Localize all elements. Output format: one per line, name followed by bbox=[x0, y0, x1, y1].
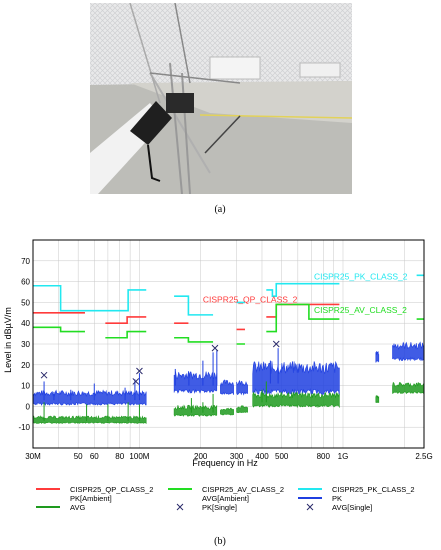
y-tick-label: 70 bbox=[21, 257, 30, 266]
x-tick-label: 100M bbox=[129, 452, 149, 461]
legend-item: PK bbox=[298, 494, 342, 503]
series-band bbox=[252, 391, 340, 409]
legend-item: AVG[Ambient] bbox=[202, 494, 249, 503]
emission-chart: -10 0 10 20 30 40 50 60 70 30M 50 60 80 100M 200 300 400… bbox=[3, 239, 433, 512]
caption-b: (b) bbox=[214, 536, 226, 547]
x-tick-label: 500 bbox=[275, 452, 289, 461]
y-axis-label: Level in dBµV/m bbox=[3, 307, 13, 373]
legend-item: AVG[Single] bbox=[306, 503, 372, 512]
caption-a: (a) bbox=[214, 204, 226, 215]
x-tick-label: 300 bbox=[230, 452, 244, 461]
y-tick-label: 20 bbox=[21, 361, 30, 370]
series-band bbox=[32, 414, 147, 424]
legend-item: PK[Ambient] bbox=[70, 494, 112, 503]
y-tick-label: 40 bbox=[21, 319, 30, 328]
legend-label: AVG[Single] bbox=[332, 503, 372, 512]
grid bbox=[32, 240, 424, 448]
series-band bbox=[375, 351, 380, 363]
limit-label: CISPR25_AV_CLASS_2 bbox=[314, 305, 407, 315]
series-band bbox=[236, 405, 248, 414]
series-band bbox=[173, 404, 218, 417]
series-band bbox=[375, 394, 380, 403]
legend-label: PK bbox=[332, 494, 342, 503]
legend-label: PK[Single] bbox=[202, 503, 237, 512]
series-band bbox=[392, 381, 425, 395]
marker-cross bbox=[132, 378, 140, 385]
legend-item: AVG bbox=[36, 503, 85, 512]
x-tick-label: 1G bbox=[338, 452, 349, 461]
x-tick-label: 30M bbox=[25, 452, 41, 461]
series-band bbox=[173, 370, 218, 394]
marker-cross bbox=[272, 340, 280, 348]
x-tick-label: 50 bbox=[74, 452, 83, 461]
limit-line bbox=[33, 303, 424, 345]
antenna-test-photo bbox=[90, 3, 352, 194]
series-band bbox=[220, 407, 234, 416]
y-tick-label: -10 bbox=[18, 423, 30, 432]
axis-ticks: -10 0 10 20 30 40 50 60 70 30M 50 60 80 100M 200 300 400… bbox=[18, 257, 432, 461]
legend-label: CISPR25_AV_CLASS_2 bbox=[202, 485, 284, 494]
limit-labels: CISPR25_PK_CLASS_2 CISPR25_QP_CLASS_2 CISP… bbox=[203, 272, 408, 315]
plot-frame bbox=[32, 239, 425, 449]
limit-label: CISPR25_PK_CLASS_2 bbox=[314, 272, 408, 282]
y-tick-label: 10 bbox=[21, 382, 30, 391]
limit-line bbox=[33, 274, 424, 316]
legend-item: CISPR25_AV_CLASS_2 bbox=[168, 485, 284, 494]
series-band bbox=[32, 389, 147, 406]
legend-item: CISPR25_PK_CLASS_2 bbox=[298, 485, 415, 494]
x-axis-label: Frequency in Hz bbox=[192, 458, 258, 468]
legend-label: PK[Ambient] bbox=[70, 494, 112, 503]
legend-label: CISPR25_PK_CLASS_2 bbox=[332, 485, 415, 494]
legend-label: CISPR25_QP_CLASS_2 bbox=[70, 485, 153, 494]
legend-label: AVG bbox=[70, 503, 85, 512]
measurement-series bbox=[32, 341, 425, 424]
x-tick-label: 80 bbox=[115, 452, 124, 461]
legend-swatch bbox=[306, 503, 314, 511]
series-band bbox=[220, 379, 234, 395]
y-tick-label: 0 bbox=[26, 402, 31, 411]
x-tick-label: 200 bbox=[194, 452, 208, 461]
markers bbox=[40, 340, 280, 385]
limit-line bbox=[33, 303, 340, 331]
series-band bbox=[252, 360, 340, 396]
x-tick-label: 400 bbox=[255, 452, 269, 461]
limit-label: CISPR25_QP_CLASS_2 bbox=[203, 294, 298, 304]
x-tick-label: 800 bbox=[317, 452, 331, 461]
legend-swatch bbox=[176, 503, 184, 511]
x-tick-label: 60 bbox=[90, 452, 99, 461]
marker-cross bbox=[40, 371, 48, 379]
legend-item: PK[Single] bbox=[176, 503, 237, 512]
legend-label: AVG[Ambient] bbox=[202, 494, 249, 503]
series-band bbox=[236, 379, 248, 396]
marker-cross bbox=[136, 367, 143, 375]
marker-cross bbox=[211, 344, 219, 352]
y-tick-label: 50 bbox=[21, 298, 30, 307]
x-tick-label: 2.5G bbox=[415, 452, 432, 461]
y-tick-label: 60 bbox=[21, 278, 30, 287]
limit-lines bbox=[33, 274, 424, 345]
series-band bbox=[392, 341, 425, 362]
y-tick-label: 30 bbox=[21, 340, 30, 349]
legend-item: CISPR25_QP_CLASS_2 bbox=[36, 485, 153, 494]
legend: CISPR25_QP_CLASS_2 CISPR25_AV_CLASS_2 CISP… bbox=[36, 485, 415, 512]
